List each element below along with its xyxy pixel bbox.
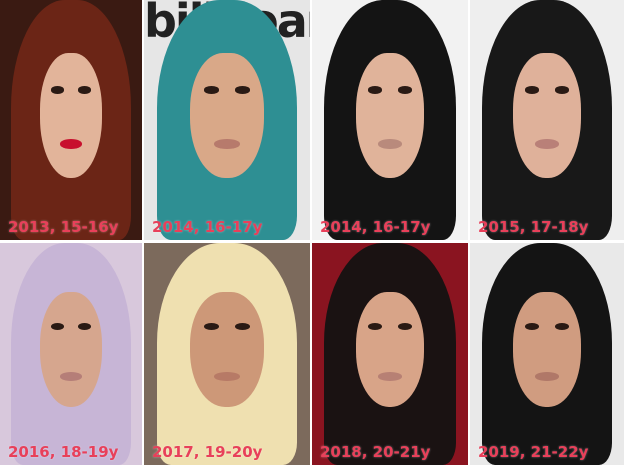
face [190,52,264,178]
face [513,52,581,178]
lips [59,371,83,381]
photo-tile: 2017, 19-20y [144,243,310,465]
photo-tile: 2018, 20-21y [312,243,468,465]
eye [368,322,383,330]
photo-tile: 2013, 15-16y [0,0,142,240]
eye [203,322,219,330]
eye [78,322,91,330]
eye [78,86,91,94]
lips [377,139,403,149]
eye [368,86,383,94]
photo-label: 2019, 21-22y [478,443,589,461]
face [39,52,103,178]
lips [534,139,560,149]
eye [51,322,64,330]
photo-label: 2014, 16-17y [152,218,263,236]
lips [534,371,560,381]
eye [554,322,569,330]
eye [525,322,540,330]
photo-label: 2014, 16-17y [320,218,431,236]
photo-tile: 2015, 17-18y [470,0,624,240]
face [190,291,264,408]
photo-label: 2018, 20-21y [320,443,431,461]
eye [525,86,540,94]
photo-label: 2015, 17-18y [478,218,589,236]
eye [235,322,251,330]
photo-tile: billboard 2014, 16-17y [144,0,310,240]
lips [213,371,241,381]
eye [397,322,412,330]
face [39,291,103,408]
lips [213,139,241,149]
lips [59,139,83,149]
photo-label: 2016, 18-19y [8,443,119,461]
photo-tile: 2016, 18-19y [0,243,142,465]
eye [51,86,64,94]
face [513,291,581,408]
face [355,52,425,178]
eye [554,86,569,94]
eye [397,86,412,94]
photo-label: 2013, 15-16y [8,218,119,236]
face [355,291,425,408]
photo-tile: 2019, 21-22y [470,243,624,465]
lips [377,371,403,381]
photo-label: 2017, 19-20y [152,443,263,461]
eye [235,86,251,94]
photo-tile: 2014, 16-17y [312,0,468,240]
eye [203,86,219,94]
